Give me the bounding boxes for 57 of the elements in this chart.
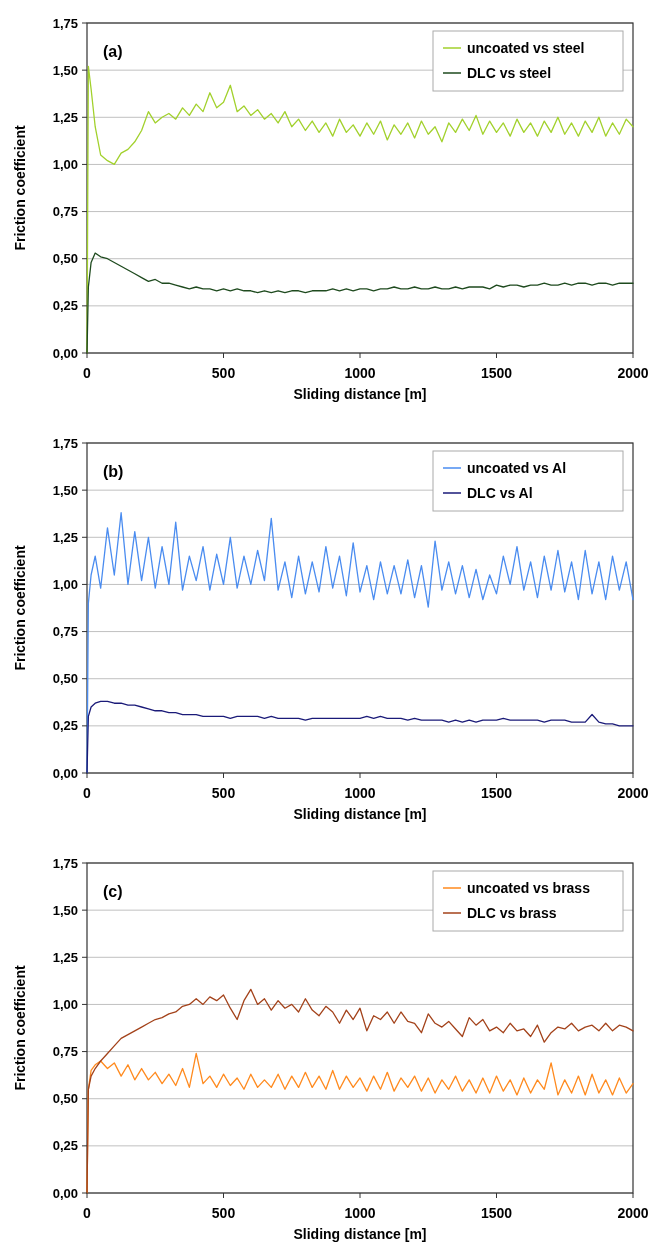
y-tick-label: 1,00 xyxy=(52,156,78,172)
legend-label: uncoated vs Al xyxy=(467,459,567,476)
x-axis-title: Sliding distance [m] xyxy=(293,1226,427,1242)
line-series xyxy=(86,252,634,354)
y-tick-label: 0,50 xyxy=(52,251,78,267)
y-tick-label: 0,75 xyxy=(52,1044,78,1060)
annotation: (b) xyxy=(103,463,124,480)
legend-label: DLC vs Al xyxy=(467,484,533,501)
x-tick-label: 500 xyxy=(211,785,236,801)
x-axis-title: Sliding distance [m] xyxy=(293,806,427,822)
y-tick-label: 1,50 xyxy=(52,902,78,918)
x-tick-label: 500 xyxy=(211,365,236,381)
y-tick-label: 1,25 xyxy=(52,949,78,965)
y-tick-label: 1,00 xyxy=(52,996,78,1012)
x-tick-label: 2000 xyxy=(617,1205,649,1221)
y-tick-label: 1,75 xyxy=(52,15,78,31)
y-axis-title: Friction coefficient xyxy=(12,125,28,251)
x-tick-label: 1000 xyxy=(344,1205,376,1221)
y-tick-label: 1,00 xyxy=(52,576,78,592)
x-axis-title: Sliding distance [m] xyxy=(293,386,427,402)
y-tick-label: 0,00 xyxy=(52,1185,78,1201)
y-axis-title: Friction coefficient xyxy=(12,965,28,1091)
legend-label: uncoated vs brass xyxy=(467,879,591,896)
y-tick-label: 1,25 xyxy=(52,529,78,545)
x-tick-label: 1000 xyxy=(344,365,376,381)
y-axis-title: Friction coefficient xyxy=(12,545,28,671)
x-tick-label: 1500 xyxy=(480,1205,513,1221)
y-tick-label: 0,00 xyxy=(52,765,78,781)
y-tick-label: 1,75 xyxy=(52,435,78,451)
y-tick-label: 1,50 xyxy=(52,62,78,78)
annotation: (c) xyxy=(103,883,123,900)
y-tick-label: 0,75 xyxy=(52,624,78,640)
legend-label: uncoated vs steel xyxy=(467,39,585,56)
x-tick-label: 500 xyxy=(211,1205,236,1221)
annotation: (a) xyxy=(103,43,123,60)
x-tick-label: 1500 xyxy=(480,785,513,801)
x-tick-label: 2000 xyxy=(617,365,649,381)
x-tick-label: 0 xyxy=(83,365,92,381)
legend-label: DLC vs steel xyxy=(467,64,552,81)
x-tick-label: 0 xyxy=(83,785,92,801)
x-tick-label: 2000 xyxy=(617,785,649,801)
y-tick-label: 0,50 xyxy=(52,671,78,687)
x-tick-label: 1500 xyxy=(480,365,513,381)
y-tick-label: 1,25 xyxy=(52,109,78,125)
line-series xyxy=(86,700,634,774)
y-tick-label: 0,00 xyxy=(52,345,78,361)
line-series xyxy=(86,988,634,1194)
y-tick-label: 0,50 xyxy=(52,1091,78,1107)
legend-label: DLC vs brass xyxy=(467,904,557,921)
y-tick-label: 0,25 xyxy=(52,718,78,734)
x-tick-label: 0 xyxy=(83,1205,92,1221)
y-tick-label: 1,50 xyxy=(52,482,78,498)
y-tick-label: 0,25 xyxy=(52,1138,78,1154)
y-tick-label: 1,75 xyxy=(52,855,78,871)
y-tick-label: 0,25 xyxy=(52,298,78,314)
y-tick-label: 0,75 xyxy=(52,204,78,220)
x-tick-label: 1000 xyxy=(344,785,376,801)
